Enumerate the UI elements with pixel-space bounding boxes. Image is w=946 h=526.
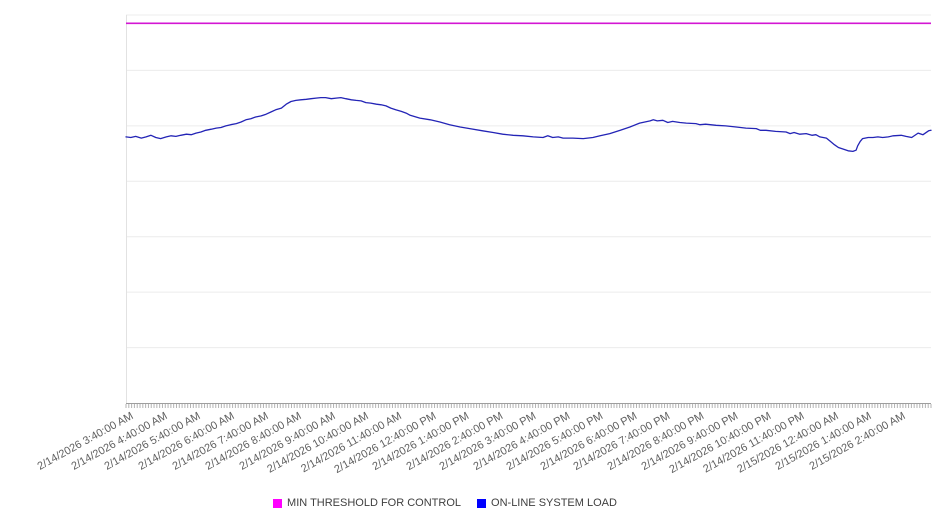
legend-label-min-threshold: MIN THRESHOLD FOR CONTROL <box>287 497 462 509</box>
legend-item-min-threshold[interactable]: MIN THRESHOLD FOR CONTROL <box>273 497 461 509</box>
legend-swatch-magenta-icon <box>273 498 283 508</box>
plot-area <box>125 14 932 408</box>
legend-swatch-blue-icon <box>477 498 487 508</box>
legend-label-system-load: ON-LINE SYSTEM LOAD <box>491 497 617 509</box>
legend: MIN THRESHOLD FOR CONTROL ON-LINE SYSTEM… <box>0 497 890 509</box>
legend-item-system-load[interactable]: ON-LINE SYSTEM LOAD <box>477 497 617 509</box>
